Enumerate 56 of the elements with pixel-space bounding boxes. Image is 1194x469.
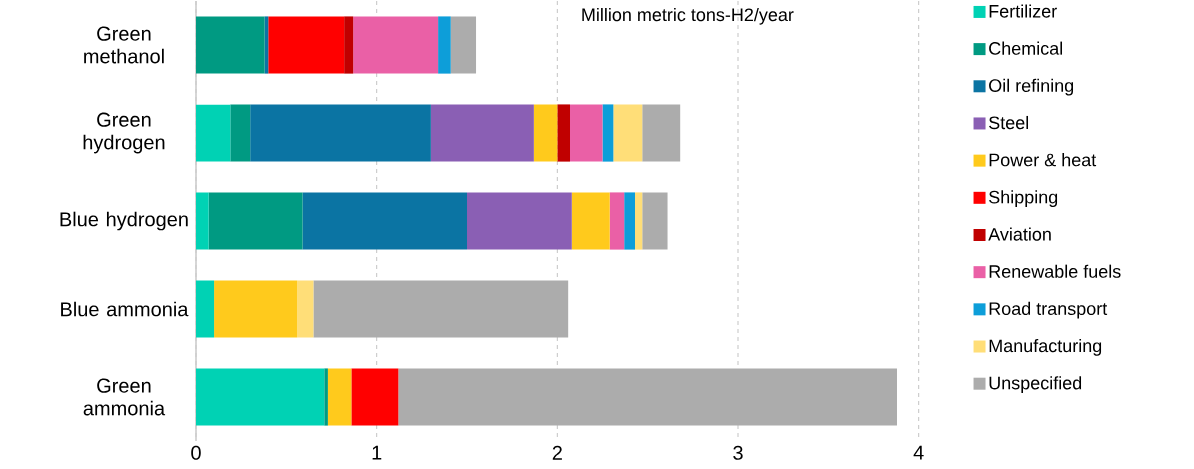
bar [196,280,215,338]
bar [398,368,897,426]
y-tick-label: Green ammonia [83,378,166,416]
x-tick-label: 1 [372,445,382,460]
bar [533,104,558,162]
legend-label: Renewable fuels [989,264,1121,278]
bar [302,192,468,250]
legend-label: Unspecified [989,376,1082,393]
bar [557,104,570,162]
x-tick-label: 2 [552,445,562,460]
bar [268,16,345,74]
bar [214,280,298,338]
bar [609,192,625,250]
bar [430,104,534,162]
bar [642,104,681,162]
bar [196,16,265,74]
bar [313,280,569,338]
bar [196,104,231,162]
bar [230,104,251,162]
bar [635,192,643,250]
legend-label: Shipping [989,190,1058,208]
x-tick-label: 3 [733,445,743,460]
bar [324,368,328,426]
bar [196,368,325,426]
bar [571,192,610,250]
y-tick-label: Blue hydrogen [60,211,188,231]
bar [208,192,303,250]
legend-label: Manufacturing [989,338,1102,356]
legend-label: Fertilizer [989,4,1057,18]
x-axis-title: Million metric tons-H2/year [582,7,794,25]
bar [569,104,603,162]
legend-label: Power & heat [989,153,1097,167]
bar [351,368,399,426]
bar [344,16,354,74]
x-tick-label: 4 [913,445,924,460]
legend-label: Oil refining [989,78,1074,96]
y-tick-label: Blue ammonia [61,301,189,317]
bar [438,16,451,74]
legend-label: Aviation [988,227,1051,241]
bar [327,368,352,426]
y-tick-label: Green hydrogen [83,112,165,154]
bar [613,104,643,162]
bar [642,192,668,250]
bar [353,16,439,74]
bar [602,104,614,162]
bar [297,280,314,338]
x-tick-label: 0 [191,445,201,460]
bar [196,192,209,250]
bar [467,192,572,250]
bar [250,104,431,162]
legend-label: Road transport [989,301,1108,319]
legend-label: Steel [989,115,1029,130]
y-tick-label: Green methanol [84,26,164,64]
legend-label: Chemical [989,41,1063,55]
bar [624,192,636,250]
bar [450,16,477,74]
